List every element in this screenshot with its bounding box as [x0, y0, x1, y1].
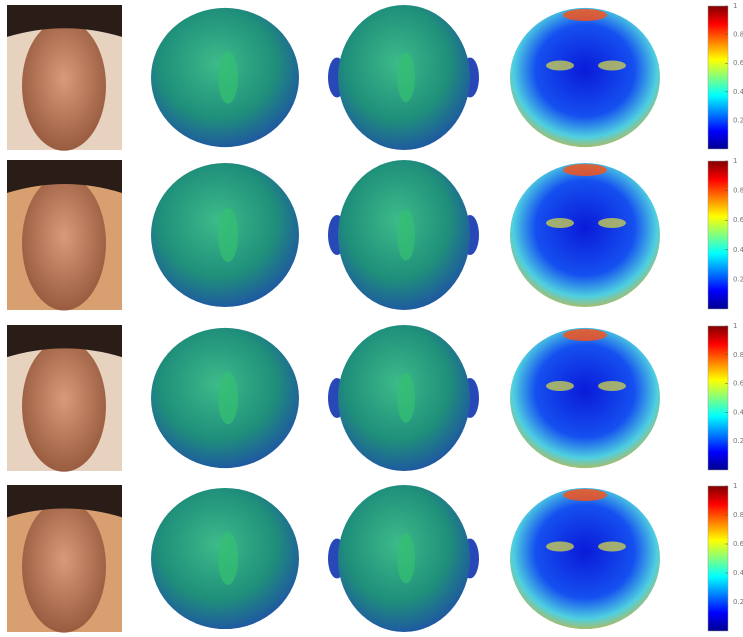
photo-hair [7, 485, 122, 518]
colorbar-tick-label: 0.8 [733, 187, 743, 195]
colorbar-tick-label: 0.2 [733, 598, 743, 606]
ground-truth-nose [397, 533, 415, 584]
colorbar-tick-label: 1 [733, 2, 737, 10]
error-map-patch [598, 541, 626, 552]
photo-hair [7, 5, 122, 37]
error-map-patch [546, 218, 574, 228]
reconstruction-nose [218, 51, 238, 104]
ground-truth-nose [397, 209, 415, 261]
error-map-patch [598, 218, 626, 228]
photo-hair [7, 325, 122, 358]
photo-hair [7, 160, 122, 193]
reconstruction-nose [218, 532, 238, 585]
photo-face [22, 340, 106, 472]
colorbar [707, 485, 729, 632]
colorbar-tick-label: 0.8 [733, 351, 743, 359]
colorbar-tick-label: 0.8 [733, 31, 743, 39]
colorbar-tick-label: 1 [733, 322, 737, 330]
error-map-patch [546, 60, 574, 71]
error-map-hotspot [563, 9, 607, 21]
error-map-patch [546, 541, 574, 552]
error-map [510, 487, 660, 630]
reconstruction-nose [218, 371, 238, 425]
error-map [510, 7, 660, 148]
error-map [510, 327, 660, 469]
colorbar-tick-label: 0.8 [733, 511, 743, 519]
colorbar-tick-label: 0.6 [733, 540, 743, 548]
error-map-patch [546, 381, 574, 391]
photo-face [22, 20, 106, 151]
colorbar-tick-label: 0.6 [733, 216, 743, 224]
colorbar-tick-label: 0.6 [733, 59, 743, 67]
colorbar [707, 160, 729, 310]
colorbar-tick-label: 0.4 [733, 246, 743, 254]
ground-truth-nose [397, 52, 415, 103]
error-map [510, 163, 660, 307]
photo-face [22, 500, 106, 633]
colorbar-tick-label: 0.2 [733, 437, 743, 445]
colorbar [707, 325, 729, 471]
colorbar-tick-label: 0.2 [733, 116, 743, 124]
colorbar-tick-label: 0.4 [733, 569, 743, 577]
error-map-patch [598, 381, 626, 391]
colorbar-tick-label: 0.4 [733, 408, 743, 416]
colorbar-tick-label: 1 [733, 482, 737, 490]
colorbar-tick-label: 1 [733, 157, 737, 165]
colorbar-tick-label: 0.6 [733, 380, 743, 388]
colorbar-tick-label: 0.4 [733, 88, 743, 96]
colorbar-tick-label: 0.2 [733, 275, 743, 283]
error-map-hotspot [563, 329, 607, 341]
colorbar [707, 5, 729, 150]
error-map-patch [598, 60, 626, 71]
reconstruction-nose [218, 208, 238, 262]
photo-face [22, 175, 106, 311]
error-map-hotspot [563, 164, 607, 176]
error-map-hotspot [563, 489, 607, 501]
face-grid: 1 0.8 0.6 0.4 0.2 1 0.8 0.6 0.4 0.2 1 0.8 0.6 0.4 0.2 1… [7, 2, 743, 633]
ground-truth-nose [397, 373, 415, 423]
